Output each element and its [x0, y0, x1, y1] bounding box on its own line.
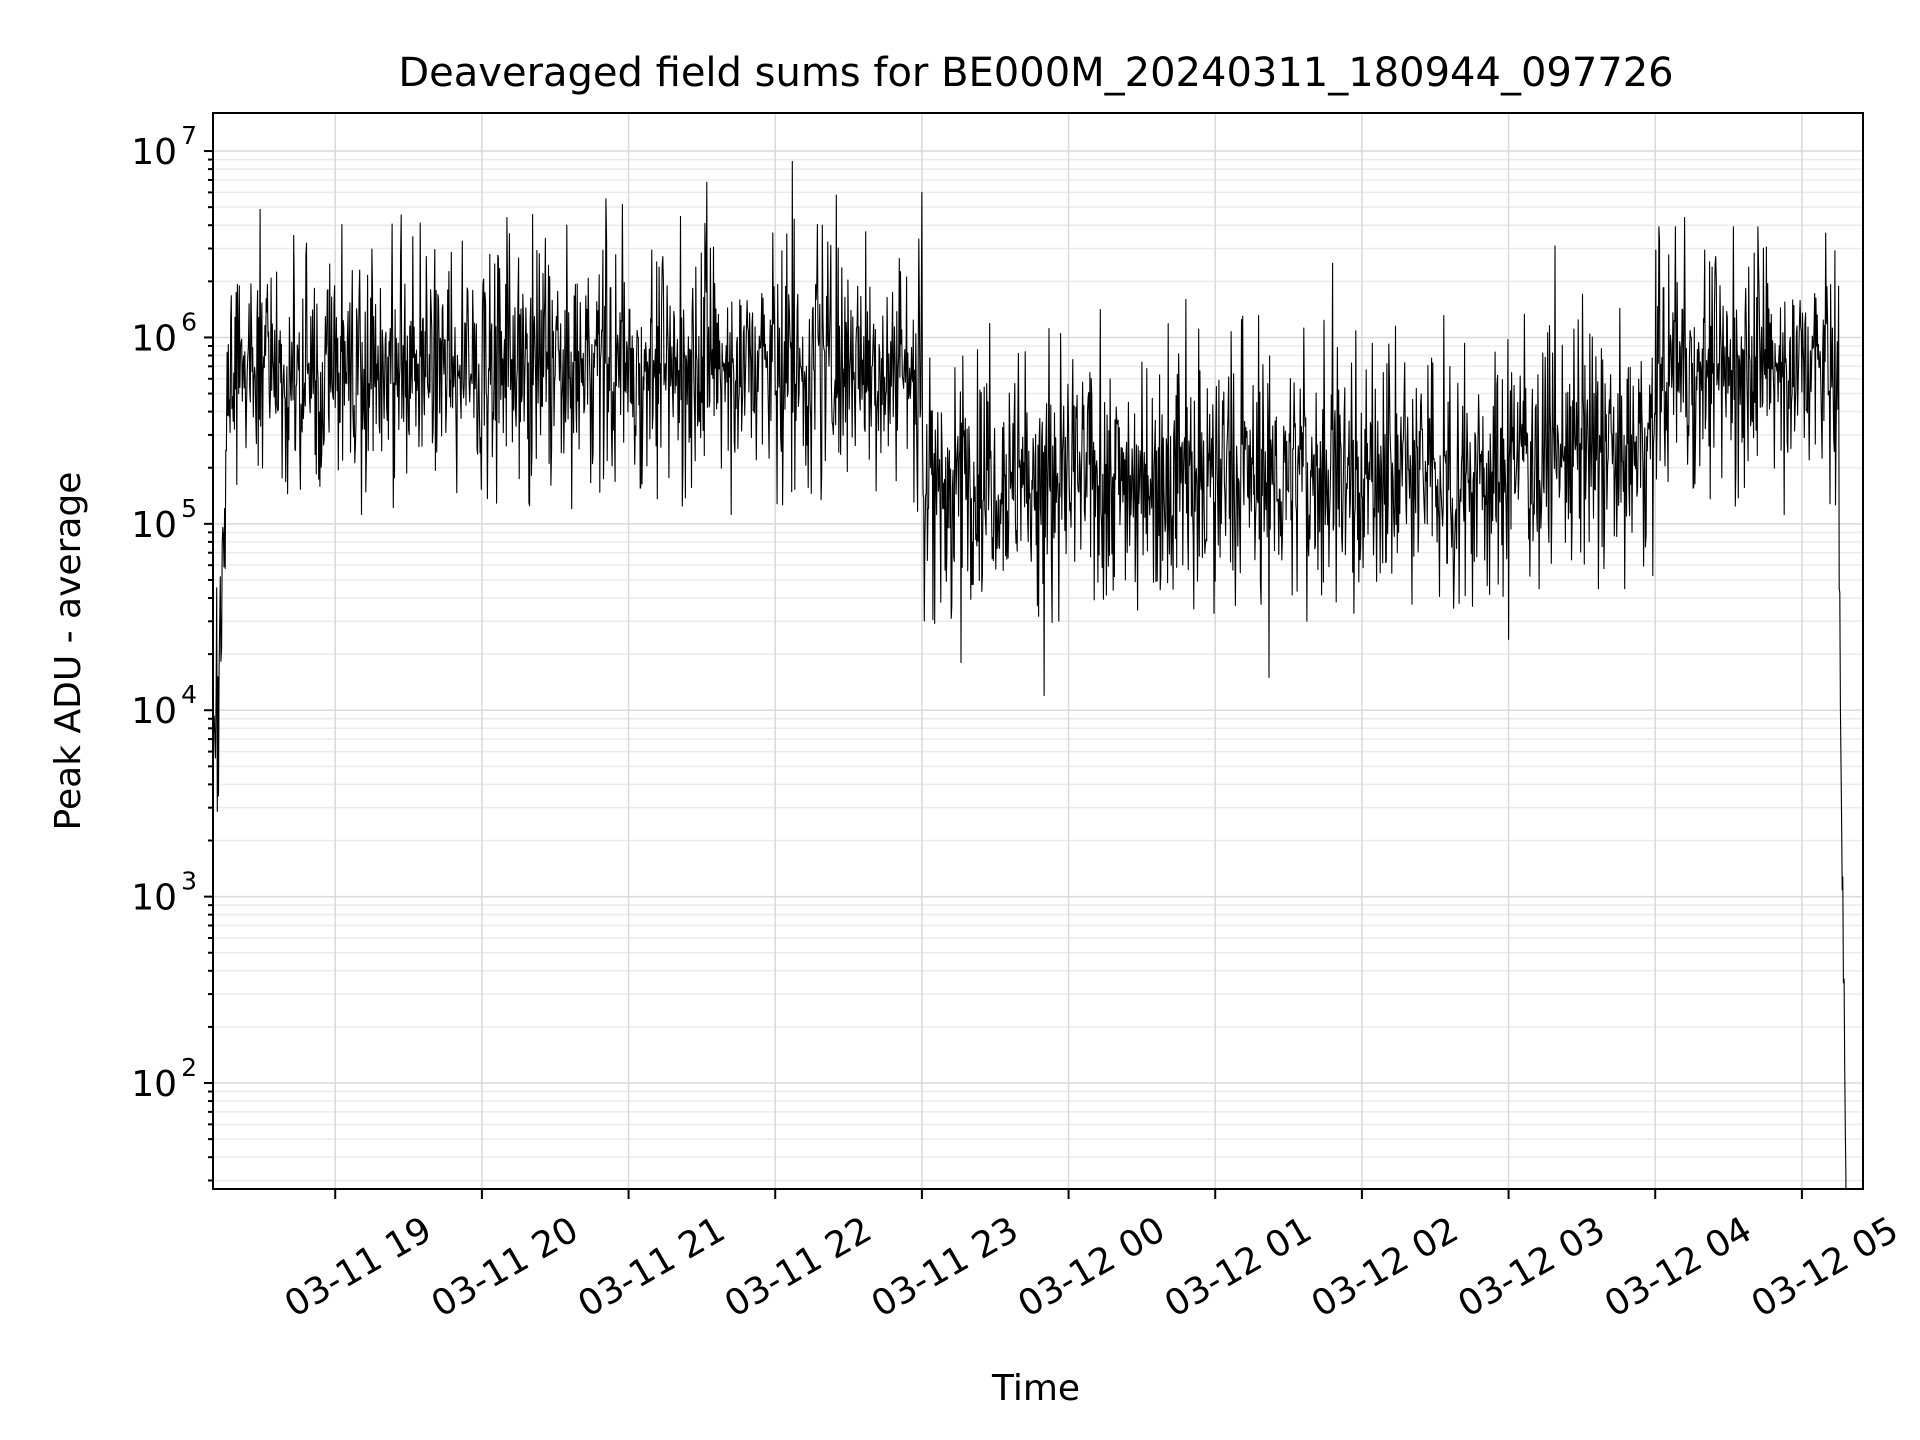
y-tick-exponent: 5 — [181, 494, 197, 523]
y-tick-base: 10 — [131, 318, 177, 359]
y-tick-base: 10 — [131, 505, 177, 546]
y-tick-exponent: 3 — [181, 867, 197, 896]
y-tick-exponent: 4 — [181, 680, 197, 709]
x-tick-label: 03-12 05 — [1745, 1209, 1906, 1325]
x-axis-title: Time — [991, 1368, 1080, 1409]
series-line — [212, 160, 1847, 1189]
y-tick-exponent: 2 — [181, 1053, 197, 1082]
grid — [213, 113, 1863, 1189]
x-tick-label: 03-12 02 — [1305, 1209, 1466, 1325]
x-tick-label: 03-12 03 — [1451, 1209, 1612, 1325]
x-tick-label: 03-12 01 — [1158, 1209, 1319, 1325]
series-layer — [212, 160, 1847, 1189]
x-tick-label: 03-12 00 — [1011, 1209, 1172, 1325]
y-tick-base: 10 — [131, 878, 177, 919]
x-tick-label: 03-12 04 — [1598, 1209, 1759, 1325]
y-tick-label: 10 — [131, 1064, 177, 1105]
y-tick-label: 10 — [131, 878, 177, 919]
y-tick-label: 10 — [131, 318, 177, 359]
y-tick-label: 10 — [131, 132, 177, 173]
x-tick-label: 03-11 20 — [425, 1209, 586, 1325]
y-axis-title: Peak ADU - average — [48, 472, 89, 831]
chart-title: Deaveraged field sums for BE000M_2024031… — [398, 50, 1673, 96]
plot-frame — [212, 112, 1864, 1190]
y-tick-base: 10 — [131, 1064, 177, 1105]
x-tick-label: 03-11 19 — [278, 1209, 439, 1325]
y-tick-exponent: 6 — [181, 307, 197, 336]
x-tick-label: 03-11 21 — [571, 1209, 732, 1325]
y-tick-label: 10 — [131, 691, 177, 732]
y-tick-base: 10 — [131, 691, 177, 732]
y-tick-label: 10 — [131, 505, 177, 546]
y-tick-base: 10 — [131, 132, 177, 173]
y-tick-exponent: 7 — [181, 121, 197, 150]
x-tick-label: 03-11 22 — [718, 1209, 879, 1325]
x-tick-label: 03-11 23 — [865, 1209, 1026, 1325]
